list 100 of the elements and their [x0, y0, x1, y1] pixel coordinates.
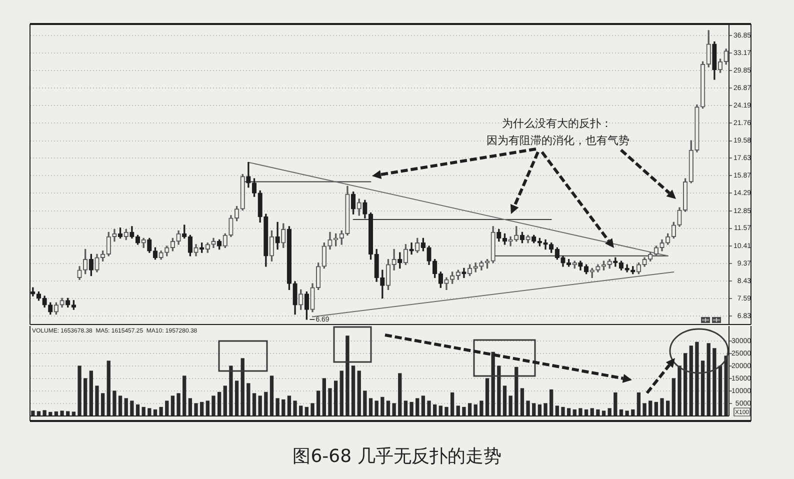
bar: [118, 396, 122, 416]
bar: [514, 366, 518, 416]
bar: [544, 403, 548, 416]
bar: [491, 352, 495, 416]
bar: [106, 360, 110, 416]
bar: [695, 342, 699, 416]
bar: [95, 386, 99, 416]
bar: [316, 390, 320, 416]
bar: [485, 378, 490, 416]
bar: [206, 400, 210, 416]
bar: [60, 410, 64, 416]
bar: [642, 403, 646, 416]
bar: [240, 358, 244, 416]
bar: [444, 406, 448, 416]
bar: [276, 398, 280, 416]
bar: [78, 366, 82, 416]
bar: [363, 390, 367, 416]
bar: [602, 410, 606, 416]
bar: [357, 370, 361, 416]
bar: [398, 373, 402, 416]
bar: [136, 404, 140, 416]
bar: [683, 353, 688, 416]
bar: [148, 408, 152, 416]
bar: [502, 386, 507, 416]
bar: [526, 400, 530, 416]
bar: [89, 370, 93, 416]
bar: [392, 403, 396, 416]
bar: [368, 398, 373, 416]
bar: [706, 343, 710, 416]
bar: [468, 403, 472, 416]
bar: [608, 408, 612, 416]
bar: [421, 396, 426, 416]
bar: [182, 376, 186, 416]
bar: [532, 403, 536, 416]
bar: [480, 400, 484, 416]
bar: [194, 403, 198, 416]
bar: [270, 376, 274, 416]
bar: [689, 346, 693, 416]
bar: [404, 400, 408, 416]
bar: [100, 393, 105, 416]
bar: [380, 396, 384, 416]
bar: [340, 370, 344, 416]
bar: [310, 403, 314, 416]
bar: [416, 398, 420, 416]
bar: [112, 390, 116, 416]
bar: [654, 402, 658, 416]
bar: [520, 388, 524, 416]
bar: [217, 392, 222, 416]
bar: [334, 380, 338, 416]
bar: [462, 406, 466, 416]
bar: [724, 356, 728, 416]
bar: [264, 392, 268, 416]
annotation: 因为有阻滞的消化，也有气势: [486, 134, 630, 147]
bar: [176, 393, 180, 416]
bar: [578, 408, 582, 416]
bar: [258, 396, 262, 416]
bar: [450, 392, 454, 416]
bar: [666, 400, 670, 416]
bar: [433, 404, 437, 416]
bar: [625, 410, 629, 416]
bar: [322, 378, 326, 416]
bar: [212, 396, 216, 416]
bar: [124, 398, 128, 416]
bar: [328, 388, 332, 416]
bar: [672, 378, 676, 416]
bar: [538, 404, 542, 416]
bar: [427, 400, 431, 416]
bar: [84, 378, 88, 416]
bar: [299, 406, 303, 416]
bar: [566, 408, 571, 416]
bar: [712, 348, 716, 416]
bar: [234, 380, 239, 416]
bar: [678, 366, 682, 416]
bar: [374, 400, 378, 416]
bar: [636, 392, 641, 416]
bar: [159, 406, 163, 416]
bar: [252, 393, 256, 416]
bar: [555, 406, 559, 416]
bar: [346, 336, 350, 416]
bar: [287, 396, 292, 416]
bar: [497, 366, 501, 416]
annotation: 为什么没有大的反扑：: [502, 116, 612, 130]
bar: [386, 400, 390, 416]
candlestick: [508, 236, 513, 246]
bar: [596, 409, 600, 416]
bar: [438, 406, 442, 416]
bar: [456, 406, 460, 416]
bar: [351, 366, 356, 416]
candlestick: [275, 222, 280, 250]
bar: [246, 383, 250, 416]
bar: [188, 398, 192, 416]
bar: [223, 386, 227, 416]
bar: [130, 400, 134, 416]
bar: [200, 402, 204, 416]
bar: [561, 406, 565, 416]
bar: [170, 396, 175, 416]
bar: [614, 392, 618, 416]
bar: [229, 366, 233, 416]
bar: [648, 400, 652, 416]
bar: [660, 398, 664, 416]
